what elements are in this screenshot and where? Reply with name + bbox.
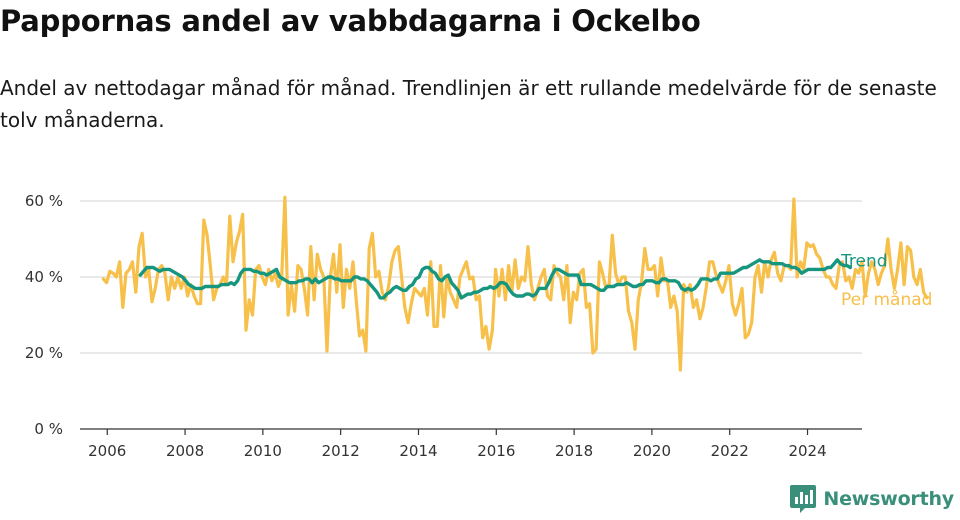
- x-axis: 2006 2008 2010 2012 2014 2016 2018 2020 2022 2024: [80, 428, 862, 460]
- x-tick-label: 2012: [322, 442, 360, 460]
- x-tick-label: 2014: [399, 442, 437, 460]
- y-tick-label: 60 %: [25, 192, 63, 210]
- legend-label-per-manad: Per månad: [841, 289, 932, 310]
- x-tick-label: 2018: [555, 442, 593, 460]
- chart-subtitle: Andel av nettodagar månad för månad. Tre…: [0, 76, 937, 132]
- legend: Per månad Trend: [840, 252, 932, 310]
- newsworthy-logo: Newsworthy: [789, 484, 954, 514]
- x-tick-label: 2024: [788, 442, 826, 460]
- x-tick-label: 2020: [633, 442, 671, 460]
- x-tick-label: 2006: [88, 442, 126, 460]
- brand-name: Newsworthy: [823, 488, 954, 510]
- y-tick-label: 20 %: [25, 344, 63, 362]
- series-line-trend: [138, 258, 852, 300]
- x-tick-label: 2010: [244, 442, 282, 460]
- y-tick-label: 40 %: [25, 268, 63, 286]
- chart-title: Pappornas andel av vabbdagarna i Ockelbo: [0, 4, 701, 38]
- x-tick-label: 2016: [477, 442, 515, 460]
- bar-chart-badge-icon: [790, 485, 817, 513]
- x-tick-label: 2022: [711, 442, 749, 460]
- series-line-per-manad: [101, 195, 929, 372]
- x-tick-label: 2008: [166, 442, 204, 460]
- y-tick-label: 0 %: [34, 420, 63, 438]
- series-lines: [101, 195, 929, 372]
- y-axis-tick-labels: 0 % 20 % 40 % 60 %: [25, 192, 63, 438]
- legend-label-trend: Trend: [840, 252, 888, 272]
